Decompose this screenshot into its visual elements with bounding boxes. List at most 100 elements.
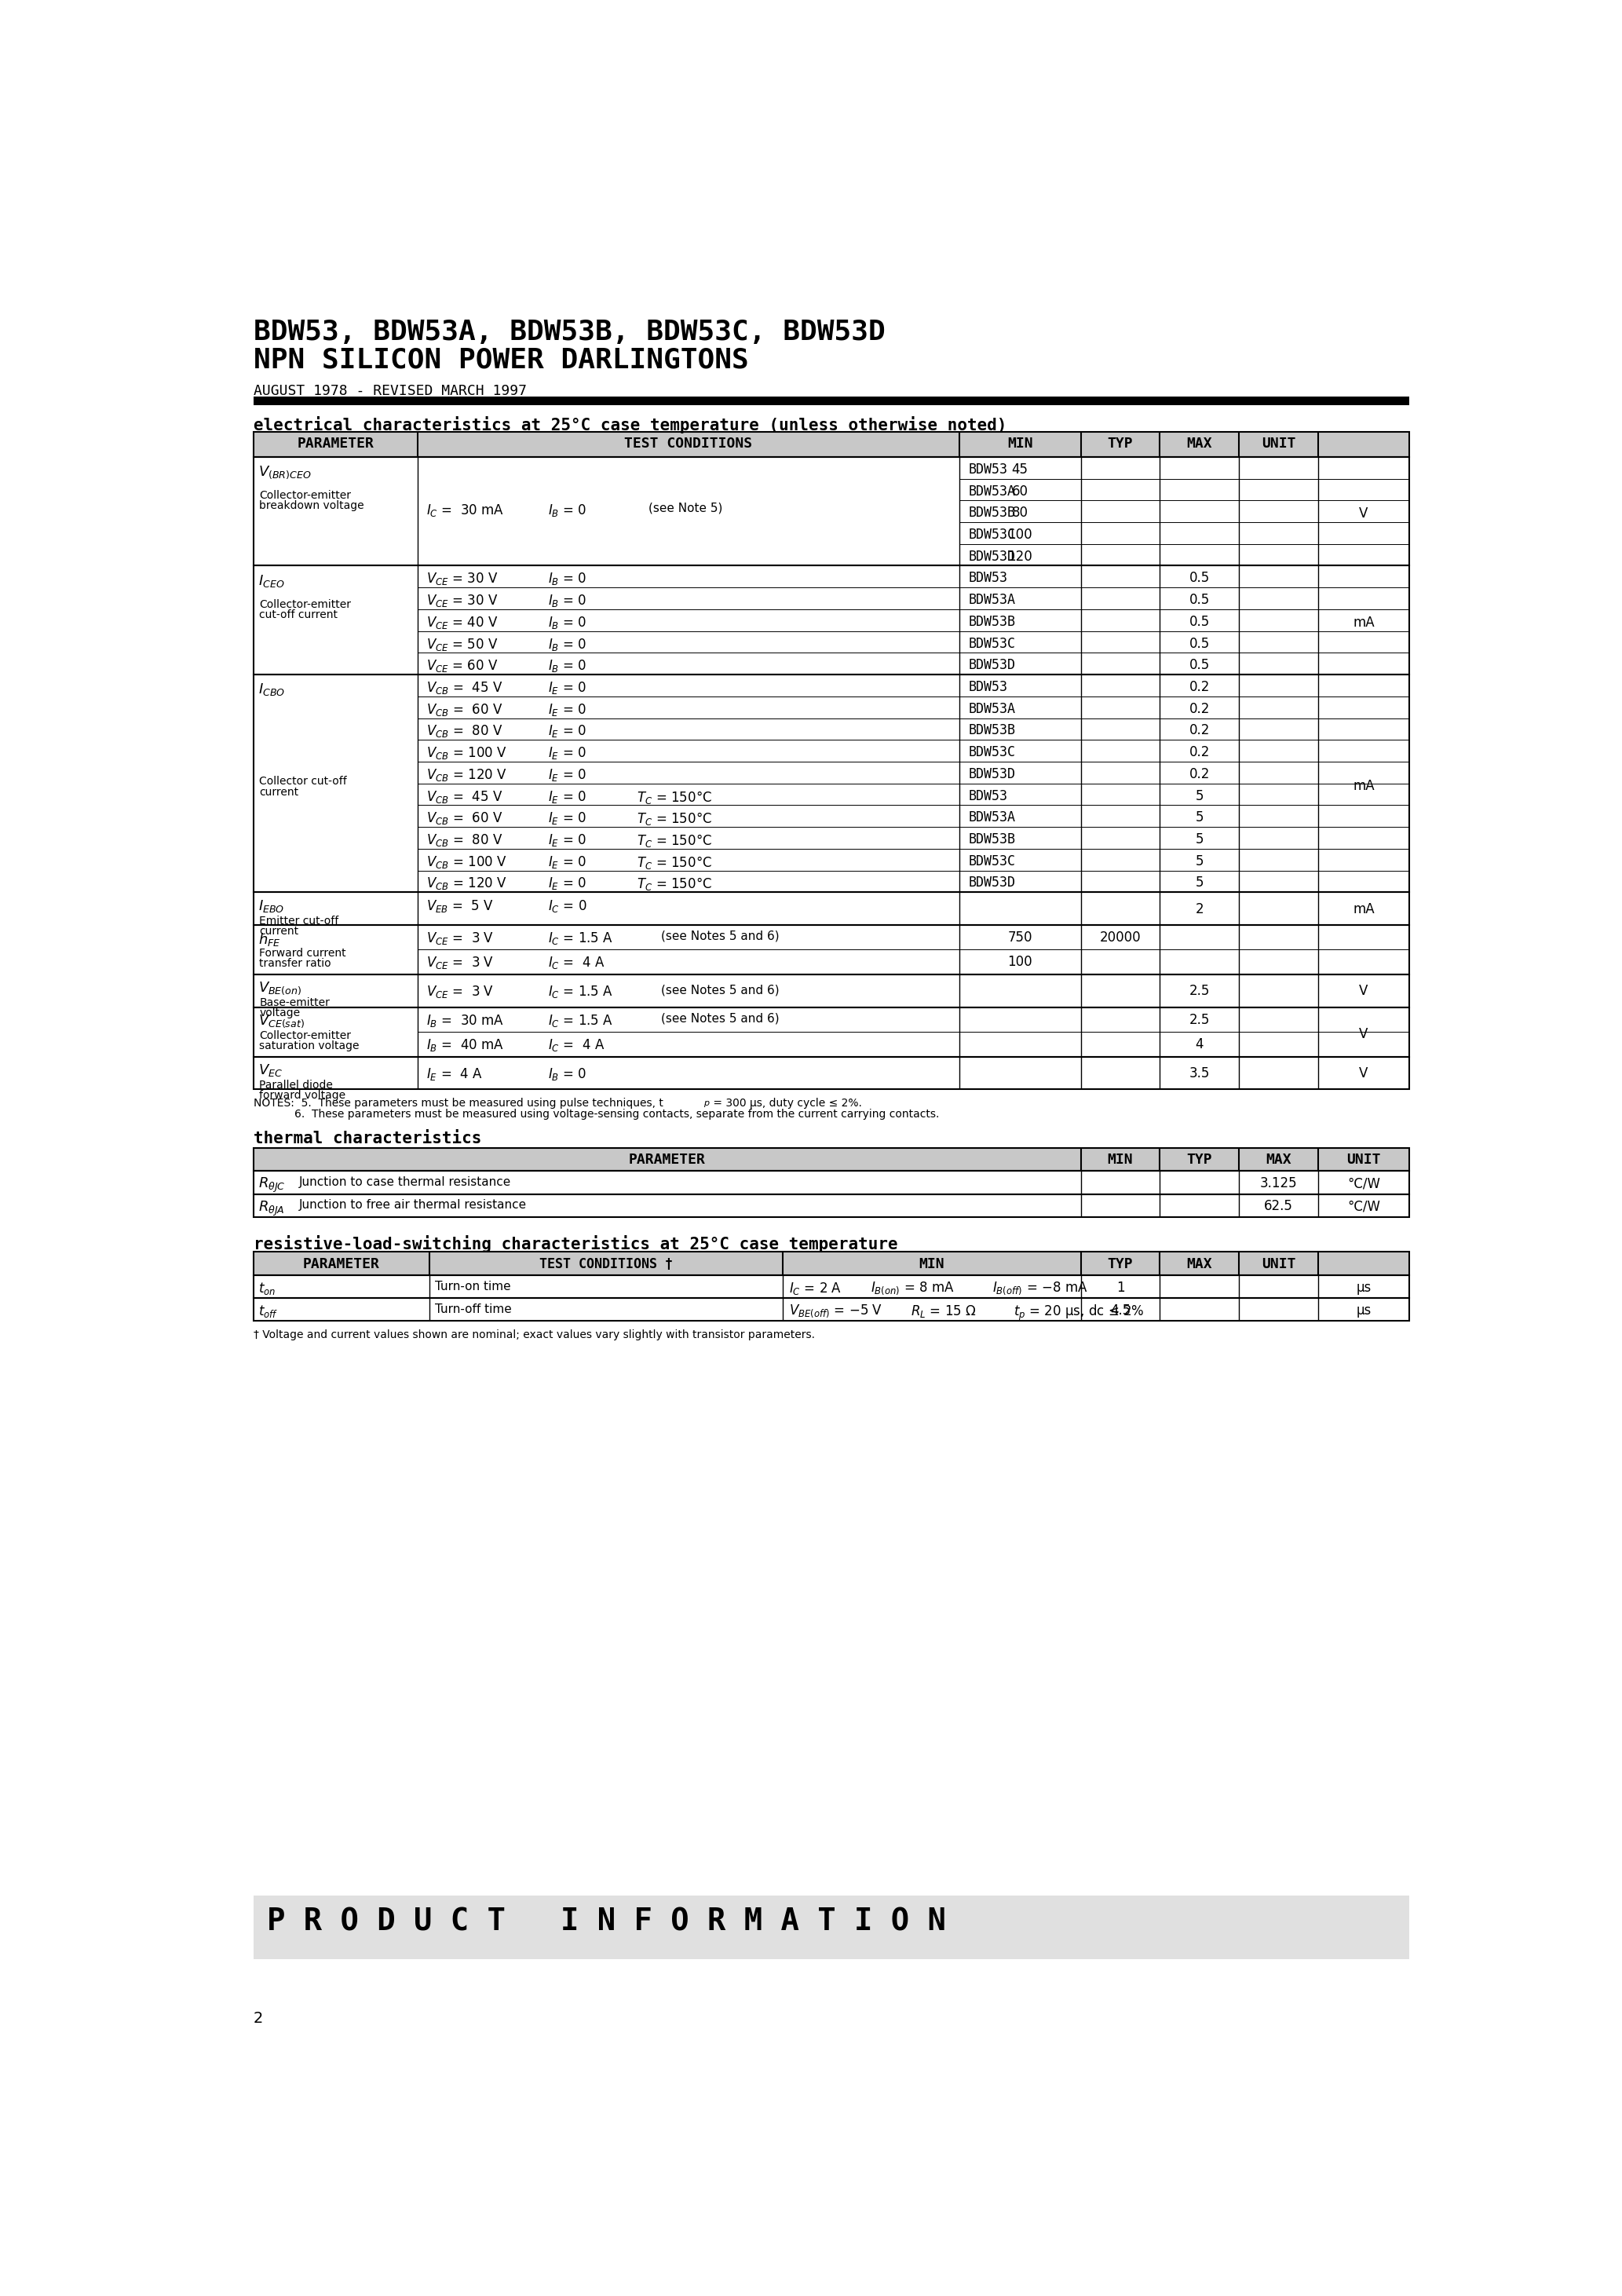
Text: $V_{CB}$ =  45 V: $V_{CB}$ = 45 V — [427, 790, 503, 804]
Text: V: V — [1359, 985, 1367, 999]
Text: BDW53: BDW53 — [968, 680, 1007, 693]
Text: 3.125: 3.125 — [1260, 1176, 1298, 1192]
Text: 2.5: 2.5 — [1189, 1013, 1210, 1026]
Text: $I_C$ = 0: $I_C$ = 0 — [548, 898, 587, 914]
Text: $V_{CE}$ = 40 V: $V_{CE}$ = 40 V — [427, 615, 498, 631]
Text: current: current — [260, 788, 298, 797]
Text: $I_C$ = 1.5 A: $I_C$ = 1.5 A — [548, 985, 613, 999]
Text: 5: 5 — [1195, 810, 1204, 824]
Bar — [253, 974, 1410, 1008]
Text: $V_{CE}$ = 50 V: $V_{CE}$ = 50 V — [427, 636, 498, 652]
Text: TEST CONDITIONS: TEST CONDITIONS — [624, 436, 753, 450]
Text: μs: μs — [1356, 1281, 1371, 1295]
Text: 20000: 20000 — [1100, 930, 1140, 944]
Text: 0.2: 0.2 — [1189, 723, 1210, 737]
Text: Junction to case thermal resistance: Junction to case thermal resistance — [298, 1176, 511, 1189]
Text: mA: mA — [1353, 778, 1374, 792]
Text: BDW53: BDW53 — [968, 572, 1007, 585]
Text: $I_{B(on)}$ = 8 mA: $I_{B(on)}$ = 8 mA — [871, 1281, 955, 1297]
Text: $R_{\theta JA}$: $R_{\theta JA}$ — [258, 1199, 284, 1217]
Text: Parallel diode: Parallel diode — [260, 1079, 333, 1091]
Text: UNIT: UNIT — [1262, 436, 1296, 450]
Text: $I_{B(off)}$ = −8 mA: $I_{B(off)}$ = −8 mA — [993, 1281, 1088, 1297]
Text: 4.5: 4.5 — [1109, 1304, 1131, 1318]
Text: $V_{EC}$: $V_{EC}$ — [258, 1063, 282, 1079]
Text: $I_E$ = 0: $I_E$ = 0 — [548, 746, 587, 760]
Text: BDW53B: BDW53B — [968, 505, 1015, 519]
Text: 100: 100 — [1007, 528, 1032, 542]
Text: $V_{CE(sat)}$: $V_{CE(sat)}$ — [258, 1013, 305, 1029]
Bar — [253, 1274, 1410, 1297]
Text: $V_{CE}$ =  3 V: $V_{CE}$ = 3 V — [427, 985, 495, 999]
Text: $I_C$ = 2 A: $I_C$ = 2 A — [788, 1281, 842, 1297]
Bar — [253, 1008, 1410, 1056]
Text: $I_B$ = 0: $I_B$ = 0 — [548, 659, 587, 675]
Text: $T_C$ = 150°C: $T_C$ = 150°C — [636, 810, 712, 827]
Bar — [253, 432, 1410, 457]
Text: 3.5: 3.5 — [1189, 1065, 1210, 1081]
Text: $I_E$ = 0: $I_E$ = 0 — [548, 833, 587, 847]
Text: current: current — [260, 925, 298, 937]
Text: $V_{CE}$ = 60 V: $V_{CE}$ = 60 V — [427, 659, 498, 675]
Text: breakdown voltage: breakdown voltage — [260, 501, 365, 512]
Text: $V_{CB}$ = 100 V: $V_{CB}$ = 100 V — [427, 746, 508, 760]
Text: Junction to free air thermal resistance: Junction to free air thermal resistance — [298, 1199, 527, 1212]
Text: $t_{off}$: $t_{off}$ — [258, 1304, 277, 1320]
Text: μs: μs — [1356, 1304, 1371, 1318]
Text: BDW53B: BDW53B — [968, 615, 1015, 629]
Text: BDW53C: BDW53C — [968, 528, 1015, 542]
Text: BDW53D: BDW53D — [968, 767, 1015, 781]
Text: electrical characteristics at 25°C case temperature (unless otherwise noted): electrical characteristics at 25°C case … — [253, 416, 1007, 434]
Text: thermal characteristics: thermal characteristics — [253, 1132, 482, 1146]
Bar — [253, 925, 1410, 974]
Text: $R_L$ = 15 Ω: $R_L$ = 15 Ω — [910, 1304, 976, 1320]
Text: P R O D U C T   I N F O R M A T I O N: P R O D U C T I N F O R M A T I O N — [266, 1906, 946, 1936]
Text: 0.5: 0.5 — [1189, 659, 1210, 673]
Text: $T_C$ = 150°C: $T_C$ = 150°C — [636, 833, 712, 850]
Text: $V_{CB}$ =  60 V: $V_{CB}$ = 60 V — [427, 810, 503, 827]
Text: °C/W: °C/W — [1348, 1199, 1380, 1215]
Text: Turn-on time: Turn-on time — [435, 1281, 511, 1293]
Text: $I_C$ = 1.5 A: $I_C$ = 1.5 A — [548, 1013, 613, 1029]
Text: °C/W: °C/W — [1348, 1176, 1380, 1192]
Text: $I_E$ = 0: $I_E$ = 0 — [548, 875, 587, 891]
Text: BDW53A: BDW53A — [968, 703, 1015, 716]
Text: TYP: TYP — [1108, 1256, 1134, 1272]
Text: $V_{CB}$ =  60 V: $V_{CB}$ = 60 V — [427, 703, 503, 716]
Text: BDW53D: BDW53D — [968, 549, 1015, 563]
Text: forward voltage: forward voltage — [260, 1091, 345, 1102]
Text: mA: mA — [1353, 902, 1374, 916]
Bar — [253, 1148, 1410, 1171]
Text: 80: 80 — [1012, 505, 1028, 519]
Text: 0.5: 0.5 — [1189, 592, 1210, 606]
Text: TYP: TYP — [1187, 1153, 1212, 1166]
Text: Emitter cut-off: Emitter cut-off — [260, 916, 339, 925]
Text: 0.5: 0.5 — [1189, 636, 1210, 650]
Text: BDW53B: BDW53B — [968, 833, 1015, 847]
Text: 62.5: 62.5 — [1264, 1199, 1293, 1215]
Text: TEST CONDITIONS †: TEST CONDITIONS † — [540, 1256, 673, 1272]
Text: $I_B$ = 0: $I_B$ = 0 — [548, 615, 587, 631]
Text: $I_{EBO}$: $I_{EBO}$ — [258, 898, 284, 914]
Text: BDW53C: BDW53C — [968, 746, 1015, 760]
Text: saturation voltage: saturation voltage — [260, 1040, 360, 1052]
Text: $V_{CE}$ = 30 V: $V_{CE}$ = 30 V — [427, 572, 498, 588]
Bar — [253, 1297, 1410, 1320]
Text: resistive-load-switching characteristics at 25°C case temperature: resistive-load-switching characteristics… — [253, 1235, 897, 1251]
Text: $I_E$ = 0: $I_E$ = 0 — [548, 703, 587, 716]
Text: Collector cut-off: Collector cut-off — [260, 776, 347, 788]
Text: $t_{on}$: $t_{on}$ — [258, 1281, 276, 1297]
Text: $I_E$ = 0: $I_E$ = 0 — [548, 854, 587, 870]
Text: BDW53A: BDW53A — [968, 810, 1015, 824]
Text: $I_E$ = 0: $I_E$ = 0 — [548, 680, 587, 696]
Text: Collector-emitter: Collector-emitter — [260, 489, 352, 501]
Text: $h_{FE}$: $h_{FE}$ — [258, 930, 281, 948]
Text: $V_{BE(off)}$ = −5 V: $V_{BE(off)}$ = −5 V — [788, 1304, 882, 1320]
Text: $I_C$ =  4 A: $I_C$ = 4 A — [548, 955, 605, 971]
Text: 5: 5 — [1195, 833, 1204, 847]
Bar — [253, 1896, 1410, 1958]
Text: 2: 2 — [253, 2011, 263, 2025]
Text: PARAMETER: PARAMETER — [297, 436, 373, 450]
Text: 0.2: 0.2 — [1189, 703, 1210, 716]
Text: $V_{EB}$ =  5 V: $V_{EB}$ = 5 V — [427, 898, 495, 914]
